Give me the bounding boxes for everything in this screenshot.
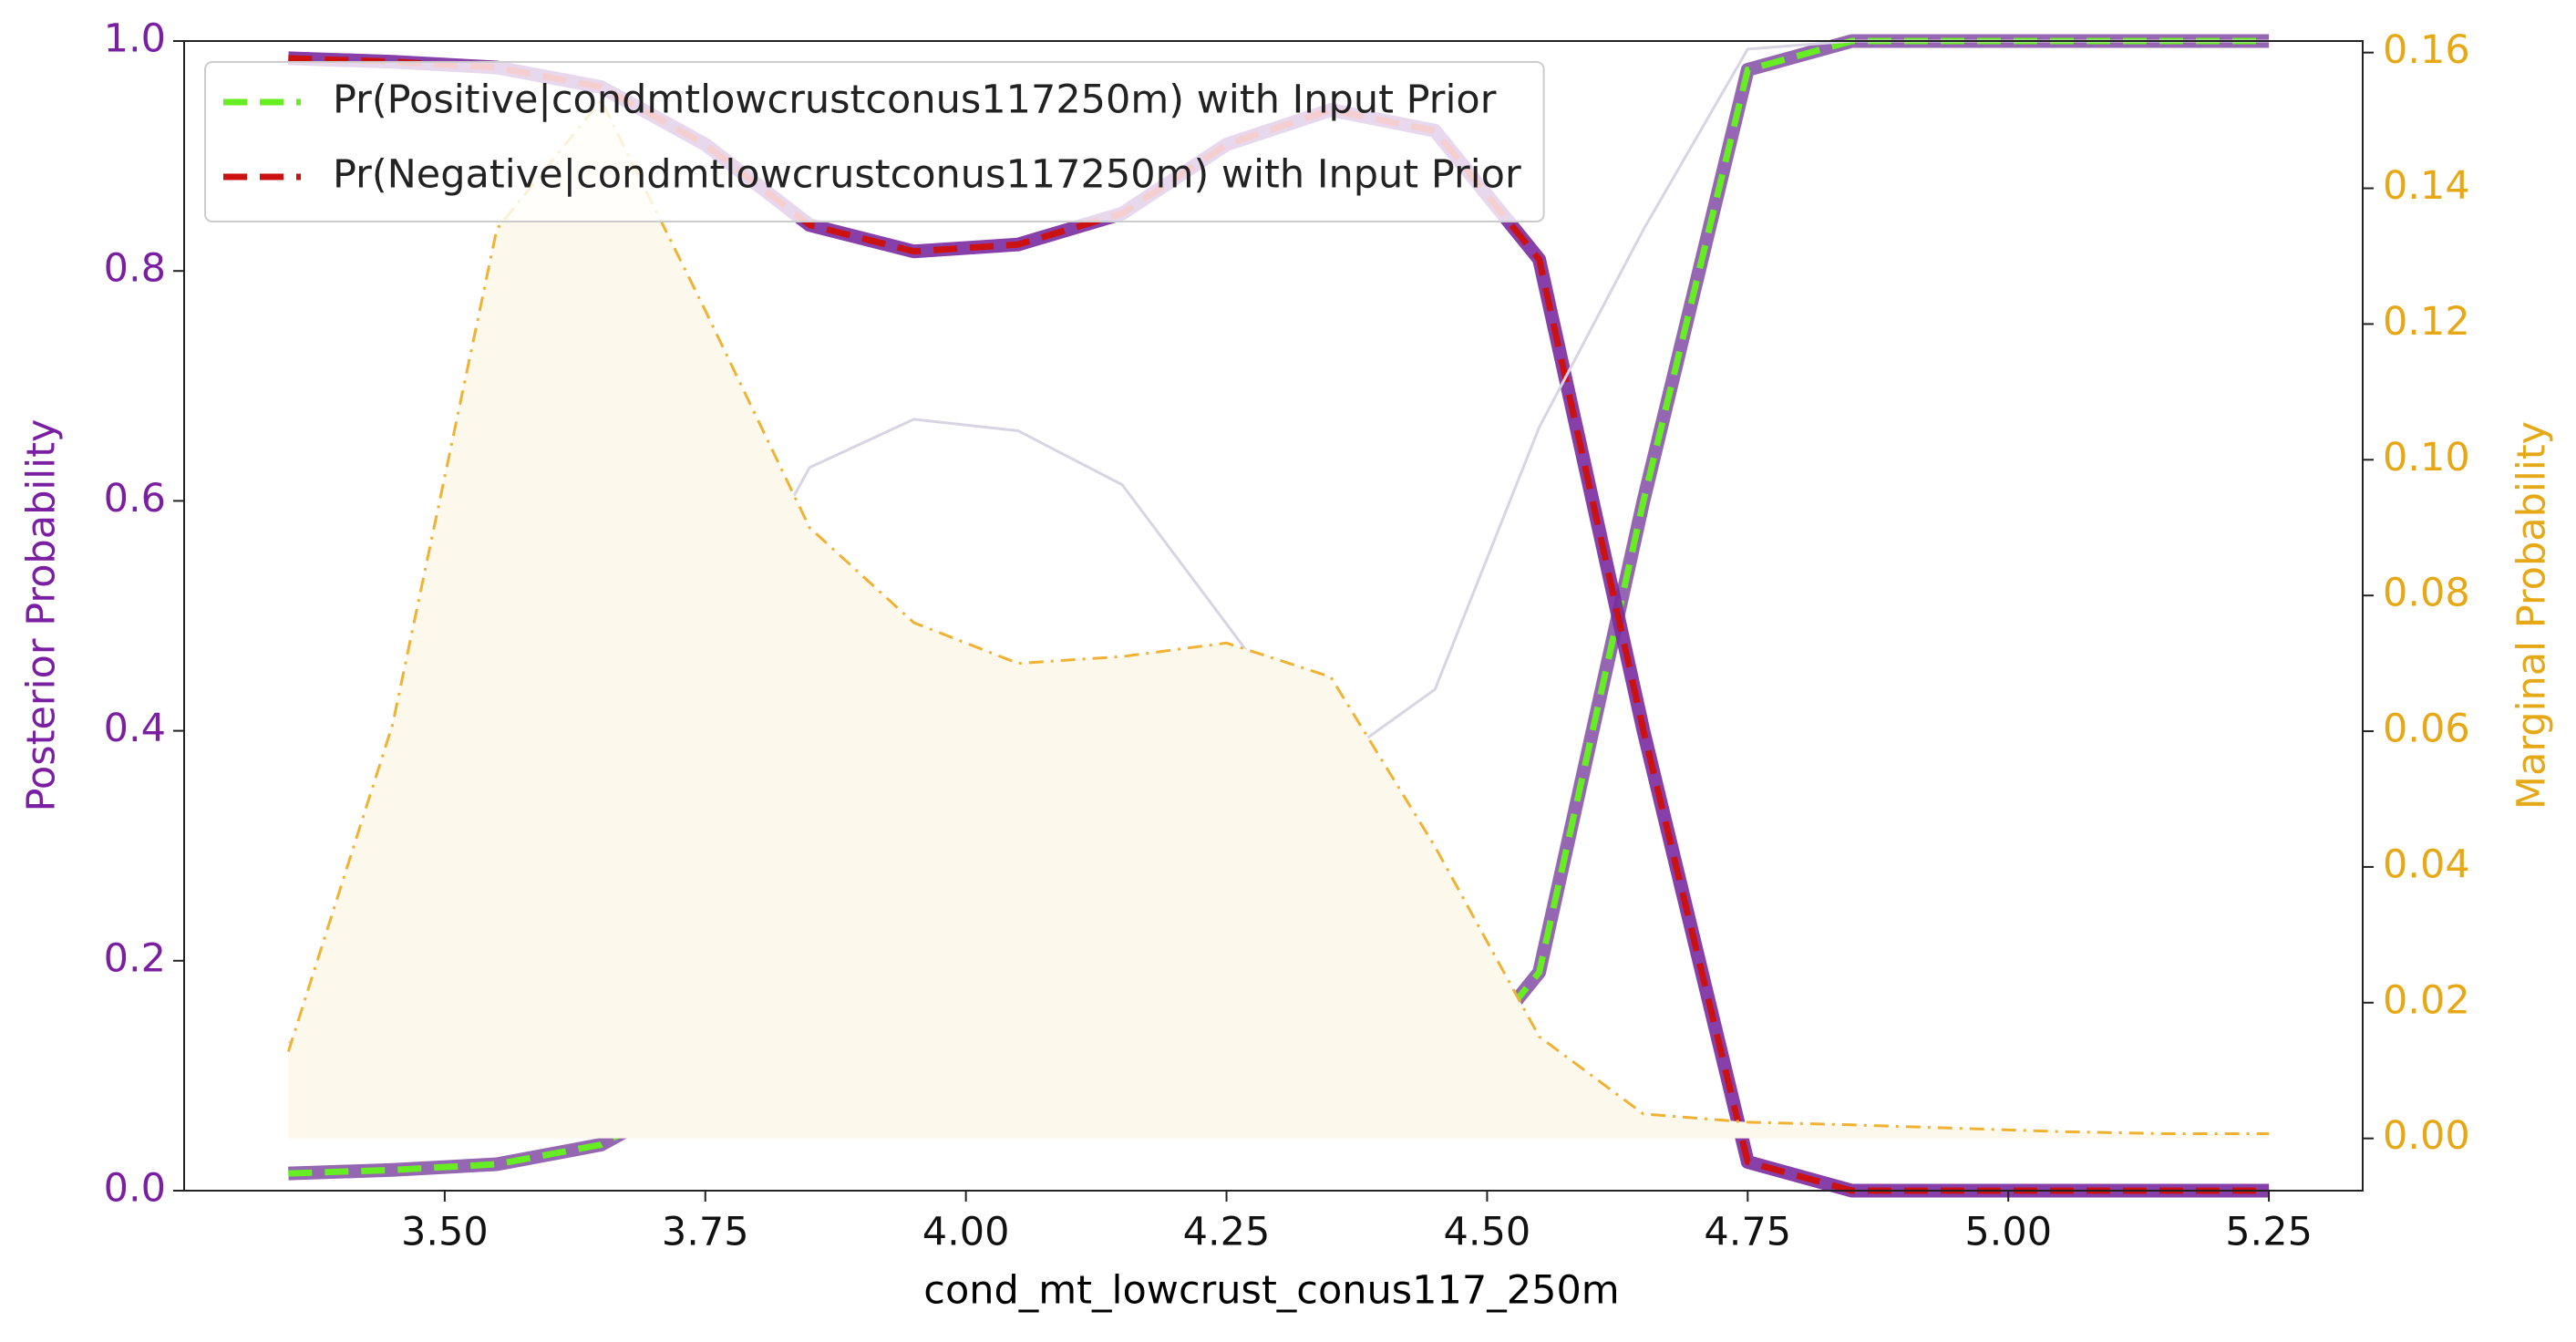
- y-tick-label: 1.0: [104, 16, 166, 62]
- y2-tick-label: 0.00: [2383, 1113, 2470, 1159]
- y-tick-label: 0.6: [104, 476, 166, 521]
- y2-tick-label: 0.14: [2383, 163, 2470, 209]
- y-axis-label: Posterior Probability: [19, 418, 65, 811]
- y2-tick-label: 0.12: [2383, 299, 2470, 345]
- y-tick-label: 0.8: [104, 246, 166, 292]
- y2-tick-label: 0.10: [2383, 435, 2470, 480]
- y-tick-label: 0.0: [104, 1166, 166, 1212]
- x-tick-label: 5.25: [2225, 1210, 2313, 1255]
- legend-label: Pr(Negative|condmtlowcrustconus117250m) …: [333, 152, 1521, 198]
- x-tick-label: 3.50: [401, 1210, 489, 1255]
- y-tick-label: 0.4: [104, 706, 166, 751]
- x-tick-label: 4.25: [1183, 1210, 1271, 1255]
- legend: Pr(Positive|condmtlowcrustconus117250m) …: [204, 61, 1545, 222]
- y2-tick-label: 0.02: [2383, 977, 2470, 1023]
- x-tick-label: 5.00: [1964, 1210, 2052, 1255]
- area-fill: [288, 99, 2270, 1139]
- x-tick-label: 4.50: [1444, 1210, 1531, 1255]
- x-tick-label: 4.00: [922, 1210, 1010, 1255]
- y2-tick-label: 0.06: [2383, 707, 2470, 752]
- legend-box: [204, 61, 1545, 222]
- y-tick-label: 0.2: [104, 935, 166, 981]
- x-tick-label: 3.75: [662, 1210, 749, 1255]
- plot-frame: [183, 40, 2364, 1192]
- y2-axis-label: Marginal Probability: [2509, 421, 2555, 810]
- legend-label: Pr(Positive|condmtlowcrustconus117250m) …: [333, 77, 1497, 123]
- y2-tick-label: 0.04: [2383, 841, 2470, 887]
- y2-tick-label: 0.16: [2383, 27, 2470, 73]
- x-axis-label: cond_mt_lowcrust_conus117_250m: [923, 1268, 1619, 1314]
- y2-tick-label: 0.08: [2383, 571, 2470, 616]
- x-tick-label: 4.75: [1704, 1210, 1791, 1255]
